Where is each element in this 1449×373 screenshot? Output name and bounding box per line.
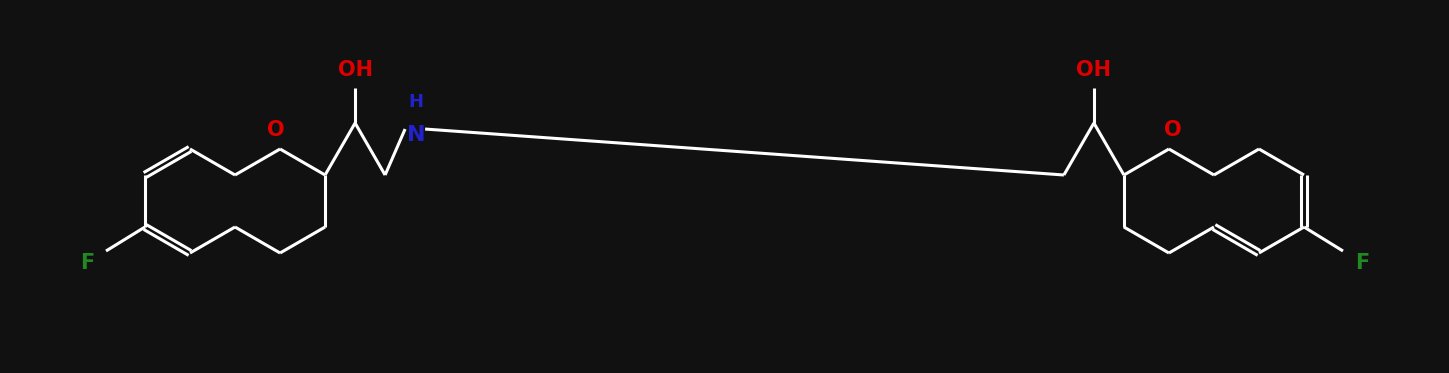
Text: OH: OH (1077, 60, 1111, 80)
Text: F: F (80, 253, 94, 273)
Text: OH: OH (338, 60, 372, 80)
Text: F: F (1355, 253, 1369, 273)
Text: O: O (267, 120, 285, 140)
Text: O: O (1164, 120, 1182, 140)
Text: H: H (409, 93, 423, 111)
Text: N: N (407, 125, 426, 145)
